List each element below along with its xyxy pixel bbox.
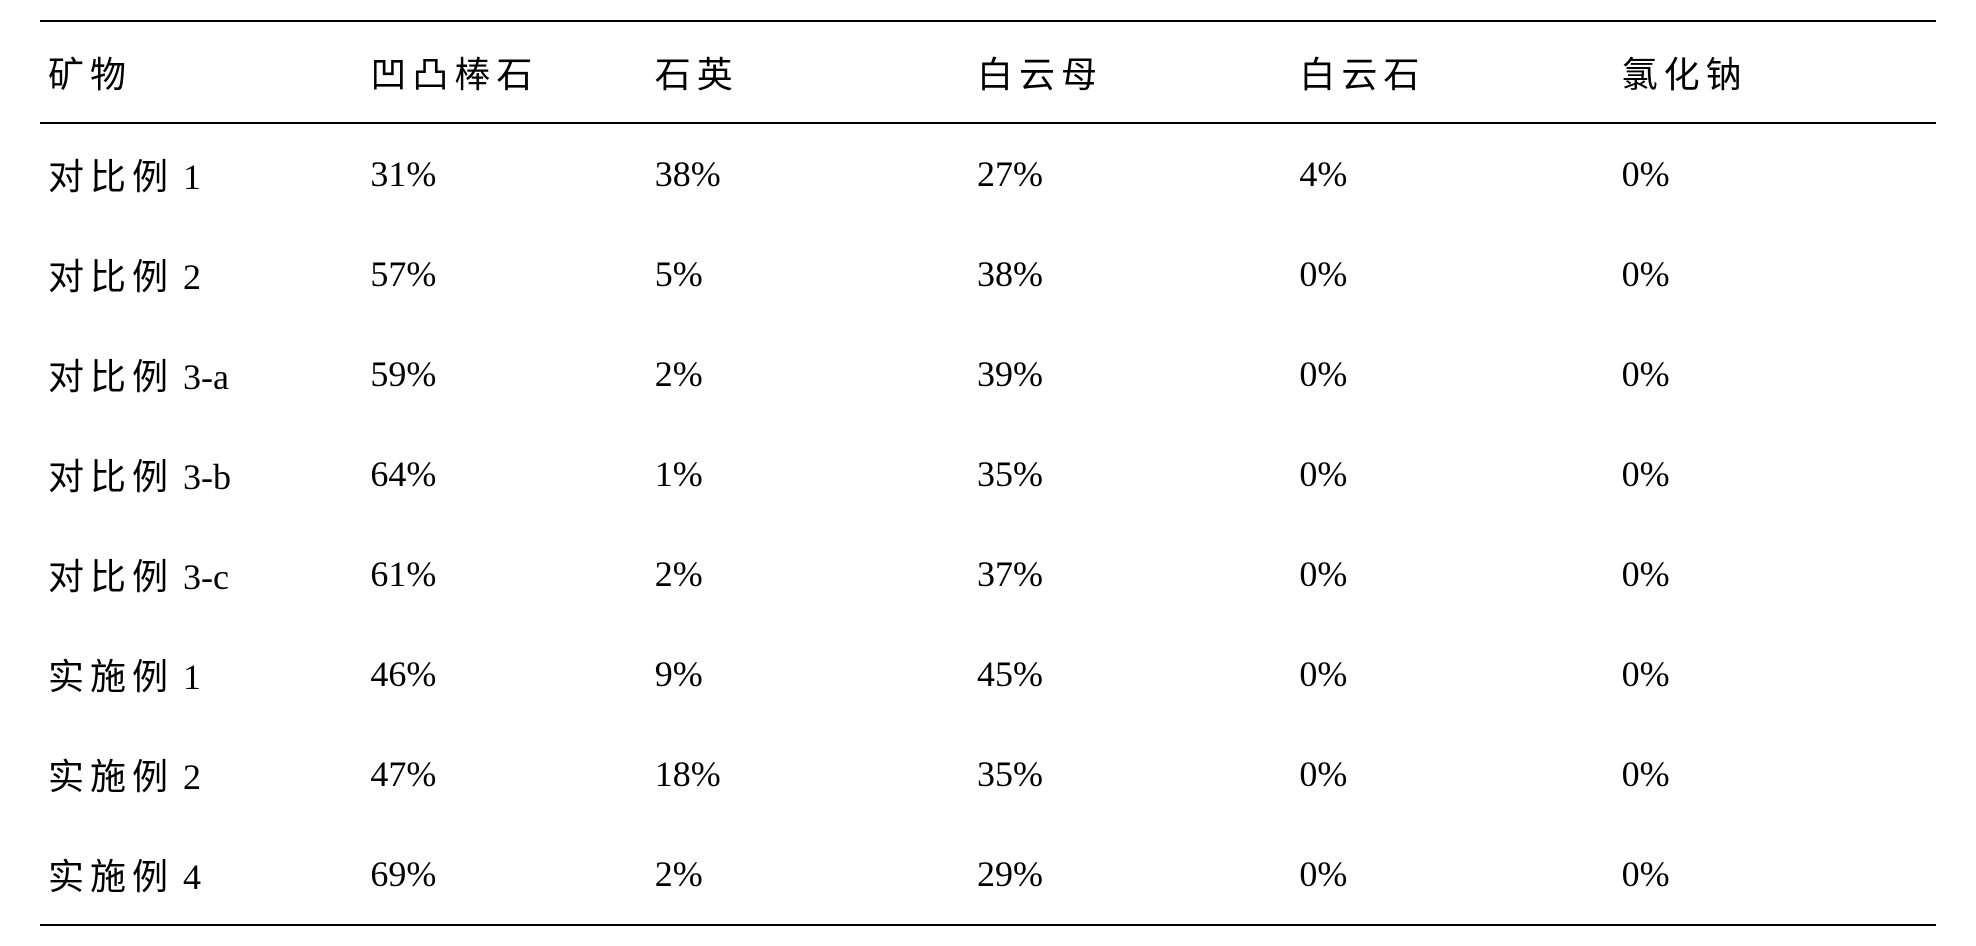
- col-header-mineral: 矿物: [40, 21, 362, 123]
- row-label-cn: 对比例: [48, 257, 174, 297]
- cell-value: 0%: [1614, 424, 1936, 524]
- cell-value: 0%: [1614, 324, 1936, 424]
- row-label: 对比例 2: [40, 224, 362, 324]
- cell-value: 45%: [969, 624, 1291, 724]
- cell-value: 2%: [647, 824, 969, 925]
- cell-value: 57%: [362, 224, 646, 324]
- row-label-suffix: 3-b: [174, 457, 231, 497]
- cell-value: 5%: [647, 224, 969, 324]
- cell-value: 0%: [1291, 324, 1613, 424]
- table-row: 实施例 146%9%45%0%0%: [40, 624, 1936, 724]
- cell-value: 0%: [1291, 224, 1613, 324]
- cell-value: 18%: [647, 724, 969, 824]
- row-label: 对比例 3-b: [40, 424, 362, 524]
- cell-value: 0%: [1291, 724, 1613, 824]
- row-label-suffix: 1: [174, 157, 201, 197]
- cell-value: 4%: [1291, 123, 1613, 224]
- cell-value: 0%: [1291, 624, 1613, 724]
- row-label-suffix: 2: [174, 257, 201, 297]
- row-label: 对比例 3-c: [40, 524, 362, 624]
- row-label-suffix: 1: [174, 657, 201, 697]
- row-label-cn: 对比例: [48, 157, 174, 197]
- col-header-dolomite: 白云石: [1291, 21, 1613, 123]
- row-label-suffix: 3-c: [174, 557, 229, 597]
- cell-value: 0%: [1614, 524, 1936, 624]
- row-label-suffix: 4: [174, 857, 201, 897]
- cell-value: 69%: [362, 824, 646, 925]
- cell-value: 27%: [969, 123, 1291, 224]
- row-label-cn: 对比例: [48, 457, 174, 497]
- col-header-quartz: 石英: [647, 21, 969, 123]
- cell-value: 35%: [969, 424, 1291, 524]
- row-label-cn: 实施例: [48, 757, 174, 797]
- cell-value: 46%: [362, 624, 646, 724]
- table-row: 对比例 3-b64%1%35%0%0%: [40, 424, 1936, 524]
- table-row: 对比例 131%38%27%4%0%: [40, 123, 1936, 224]
- cell-value: 37%: [969, 524, 1291, 624]
- cell-value: 0%: [1614, 624, 1936, 724]
- cell-value: 38%: [969, 224, 1291, 324]
- cell-value: 35%: [969, 724, 1291, 824]
- row-label: 对比例 1: [40, 123, 362, 224]
- col-header-attapulgite: 凹凸棒石: [362, 21, 646, 123]
- cell-value: 31%: [362, 123, 646, 224]
- table-row: 对比例 3-a59%2%39%0%0%: [40, 324, 1936, 424]
- cell-value: 59%: [362, 324, 646, 424]
- cell-value: 2%: [647, 524, 969, 624]
- cell-value: 47%: [362, 724, 646, 824]
- cell-value: 38%: [647, 123, 969, 224]
- col-header-nacl: 氯化钠: [1614, 21, 1936, 123]
- cell-value: 0%: [1614, 224, 1936, 324]
- table-row: 对比例 3-c61%2%37%0%0%: [40, 524, 1936, 624]
- row-label-cn: 对比例: [48, 557, 174, 597]
- cell-value: 39%: [969, 324, 1291, 424]
- mineral-composition-table: 矿物 凹凸棒石 石英 白云母 白云石 氯化钠 对比例 131%38%27%4%0…: [40, 20, 1936, 926]
- row-label-suffix: 2: [174, 757, 201, 797]
- row-label-cn: 实施例: [48, 857, 174, 897]
- cell-value: 9%: [647, 624, 969, 724]
- cell-value: 0%: [1614, 724, 1936, 824]
- cell-value: 0%: [1291, 824, 1613, 925]
- table-row: 对比例 257%5%38%0%0%: [40, 224, 1936, 324]
- col-header-muscovite: 白云母: [969, 21, 1291, 123]
- cell-value: 0%: [1614, 824, 1936, 925]
- row-label: 实施例 1: [40, 624, 362, 724]
- row-label: 实施例 2: [40, 724, 362, 824]
- row-label-suffix: 3-a: [174, 357, 229, 397]
- cell-value: 29%: [969, 824, 1291, 925]
- row-label: 实施例 4: [40, 824, 362, 925]
- cell-value: 64%: [362, 424, 646, 524]
- cell-value: 1%: [647, 424, 969, 524]
- cell-value: 61%: [362, 524, 646, 624]
- cell-value: 0%: [1614, 123, 1936, 224]
- table-header-row: 矿物 凹凸棒石 石英 白云母 白云石 氯化钠: [40, 21, 1936, 123]
- table-row: 实施例 469%2%29%0%0%: [40, 824, 1936, 925]
- row-label-cn: 对比例: [48, 357, 174, 397]
- row-label-cn: 实施例: [48, 657, 174, 697]
- table-body: 对比例 131%38%27%4%0%对比例 257%5%38%0%0%对比例 3…: [40, 123, 1936, 925]
- cell-value: 0%: [1291, 424, 1613, 524]
- cell-value: 2%: [647, 324, 969, 424]
- row-label: 对比例 3-a: [40, 324, 362, 424]
- cell-value: 0%: [1291, 524, 1613, 624]
- table-row: 实施例 247%18%35%0%0%: [40, 724, 1936, 824]
